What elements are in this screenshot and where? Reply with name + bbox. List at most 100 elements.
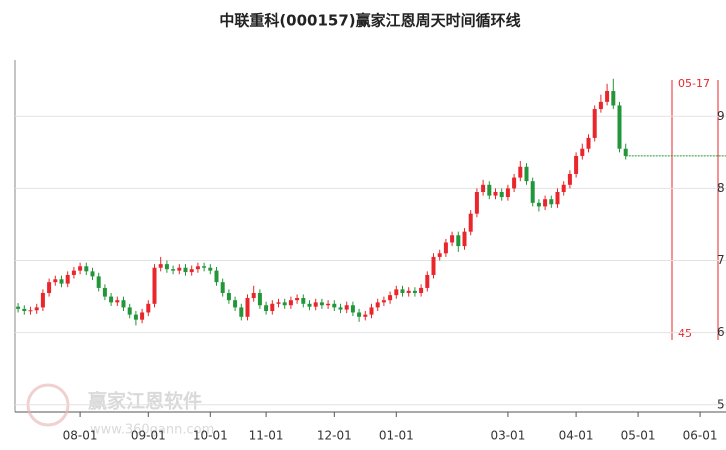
candle-body xyxy=(530,181,535,203)
candle-body xyxy=(152,267,157,304)
candle-body xyxy=(177,267,182,271)
candle-body xyxy=(505,188,510,198)
candle-body xyxy=(183,267,188,273)
candle-body xyxy=(202,266,207,268)
candle-body xyxy=(71,270,76,275)
candle-body xyxy=(90,271,95,277)
candle-body xyxy=(301,298,306,304)
candle-body xyxy=(257,292,262,306)
candle-body xyxy=(288,300,293,306)
candle-body xyxy=(437,253,442,257)
candle-body xyxy=(375,302,380,308)
candle-body xyxy=(512,177,517,189)
candle-body xyxy=(59,279,64,284)
y-tick-label: 7 xyxy=(717,253,725,267)
candle-body xyxy=(208,267,213,271)
candle-body xyxy=(394,289,399,296)
candle-body xyxy=(406,290,411,293)
candle-body xyxy=(164,264,169,270)
candle-body xyxy=(580,148,585,156)
candle-body xyxy=(220,282,225,293)
candle-body xyxy=(127,307,132,315)
candle-body xyxy=(487,184,492,196)
candle-body xyxy=(425,274,430,288)
candle-body xyxy=(171,269,176,271)
watermark-name: 赢家江恩软件 xyxy=(88,390,202,413)
candle-body xyxy=(264,305,269,312)
candle-body xyxy=(493,192,498,196)
candle-body xyxy=(555,192,560,205)
candle-body xyxy=(524,166,529,182)
candle-body xyxy=(109,296,114,303)
candle-body xyxy=(307,303,312,307)
candle-body xyxy=(121,300,126,308)
y-tick-label: 8 xyxy=(717,181,725,195)
x-tick-label: 06-01 xyxy=(683,429,718,443)
candle-body xyxy=(536,202,541,207)
candle-body xyxy=(592,109,597,138)
candle-body xyxy=(431,256,436,275)
candle-body xyxy=(462,231,467,247)
x-tick-label: 08-01 xyxy=(63,429,98,443)
candle-body xyxy=(388,295,393,301)
candle-body xyxy=(84,266,89,272)
candle-body xyxy=(561,184,566,192)
x-tick-label: 09-01 xyxy=(131,429,166,443)
watermark-url: www.360gann.com xyxy=(90,423,214,438)
candle-body xyxy=(96,276,101,288)
candle-body xyxy=(456,235,461,247)
candle-body xyxy=(158,264,163,268)
candle-body xyxy=(338,307,343,310)
candle-body xyxy=(133,314,138,320)
candle-body xyxy=(40,292,45,308)
candle-body xyxy=(611,91,616,106)
candle-body xyxy=(53,279,58,283)
candle-body xyxy=(400,289,405,293)
candle-body xyxy=(357,312,362,317)
candle-body xyxy=(282,302,287,306)
candle-body xyxy=(34,307,39,311)
x-tick-label: 03-01 xyxy=(490,429,525,443)
candle-body xyxy=(78,266,83,271)
candle-body xyxy=(195,266,200,270)
candle-body xyxy=(617,105,622,149)
candle-body xyxy=(543,199,548,207)
candle-body xyxy=(270,303,275,312)
candle-body xyxy=(474,192,479,214)
candle-body xyxy=(65,274,70,284)
candle-body xyxy=(214,270,219,283)
candle-body xyxy=(344,305,349,310)
cycle-count: 45 xyxy=(678,327,692,340)
candle-body xyxy=(140,312,145,320)
candle-body xyxy=(518,166,523,178)
candle-body xyxy=(381,300,386,303)
x-tick-label: 01-01 xyxy=(379,429,414,443)
candle-body xyxy=(115,300,120,303)
candle-body xyxy=(468,213,473,232)
x-tick-label: 10-01 xyxy=(193,429,228,443)
candle-body xyxy=(22,308,27,312)
candle-body xyxy=(189,269,194,273)
x-tick-label: 12-01 xyxy=(317,429,352,443)
candle-body xyxy=(419,287,424,293)
candle-body xyxy=(326,303,331,306)
candle-body xyxy=(605,91,610,102)
candle-body xyxy=(549,199,554,205)
candle-body xyxy=(332,303,337,308)
cycle-date: 05-17 xyxy=(678,77,710,90)
candle-body xyxy=(276,302,281,304)
candle-body xyxy=(623,148,628,156)
candle-body xyxy=(16,306,21,309)
candle-body xyxy=(245,298,250,317)
chart-title: 中联重科(000157)赢家江恩周天时间循环线 xyxy=(219,12,520,30)
candle-body xyxy=(350,305,355,313)
candle-body xyxy=(233,300,238,308)
candle-body xyxy=(239,307,244,317)
candle-body xyxy=(481,184,486,192)
y-tick-label: 5 xyxy=(717,397,725,411)
candle-body xyxy=(47,282,52,293)
candle-body xyxy=(450,235,455,243)
x-tick-label: 11-01 xyxy=(249,429,284,443)
